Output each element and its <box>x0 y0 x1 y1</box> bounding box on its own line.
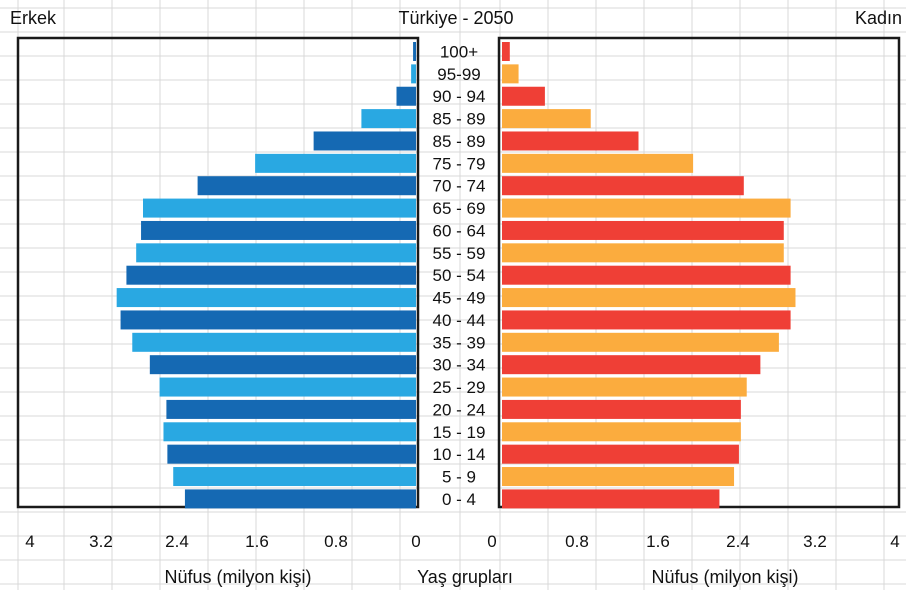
age-label: 70 - 74 <box>433 177 486 196</box>
x-axis-label-left: Nüfus (milyon kişi) <box>164 567 311 587</box>
bar-kadin <box>502 332 779 352</box>
x-tick-right: 3.2 <box>803 532 827 551</box>
x-tick-left: 3.2 <box>89 532 113 551</box>
bar-erkek <box>396 86 416 106</box>
age-label: 85 - 89 <box>433 110 486 129</box>
x-axis-label-right: Nüfus (milyon kişi) <box>651 567 798 587</box>
x-tick-labels: 4 3.2 2.4 1.6 0.8 0 0 0.8 1.6 2.4 3.2 4 <box>25 532 899 551</box>
bar-erkek <box>167 444 416 464</box>
bar-erkek <box>116 288 417 308</box>
bar-kadin <box>502 377 747 397</box>
bar-erkek <box>166 399 416 419</box>
bar-erkek <box>126 265 417 285</box>
bar-erkek <box>413 42 416 61</box>
bar-kadin <box>502 220 784 240</box>
x-tick-left: 1.6 <box>245 532 269 551</box>
bar-erkek <box>361 109 416 129</box>
chart-title: Türkiye - 2050 <box>398 8 513 28</box>
bar-kadin <box>502 265 791 285</box>
age-label: 30 - 34 <box>433 356 486 375</box>
x-tick-right: 0 <box>487 532 496 551</box>
age-label: 100+ <box>440 43 478 62</box>
bar-kadin <box>502 444 739 464</box>
age-label: 85 - 89 <box>433 132 486 151</box>
bar-erkek <box>197 176 416 196</box>
x-tick-right: 1.6 <box>646 532 670 551</box>
age-group-labels: 100+ 95-99 90 - 94 85 - 89 85 - 89 75 - 79 70 … <box>433 43 486 509</box>
age-label: 35 - 39 <box>433 333 486 352</box>
bar-erkek <box>143 198 416 218</box>
bar-erkek <box>132 332 416 352</box>
age-label: 40 - 44 <box>433 311 486 330</box>
bar-kadin <box>502 467 735 487</box>
bar-erkek <box>149 355 416 375</box>
bar-kadin <box>502 399 741 419</box>
bar-erkek <box>120 310 416 330</box>
bar-kadin <box>502 109 591 129</box>
bar-erkek <box>173 467 416 487</box>
bar-erkek <box>163 422 416 442</box>
x-tick-right: 0.8 <box>565 532 589 551</box>
age-label: 45 - 49 <box>433 289 486 308</box>
bar-erkek <box>159 377 416 397</box>
age-label: 75 - 79 <box>433 154 486 173</box>
center-axis-label: Yaş grupları <box>417 567 513 587</box>
bar-erkek <box>136 243 417 263</box>
age-label: 5 - 9 <box>442 468 476 487</box>
age-label: 65 - 69 <box>433 199 486 218</box>
bar-kadin <box>502 243 784 263</box>
age-label: 50 - 54 <box>433 266 486 285</box>
x-tick-right: 4 <box>890 532 899 551</box>
bar-erkek <box>255 153 416 173</box>
bar-erkek <box>184 489 416 509</box>
right-label-kadin: Kadın <box>855 8 902 28</box>
bar-kadin <box>502 86 545 106</box>
age-label: 55 - 59 <box>433 244 486 263</box>
left-label-erkek: Erkek <box>10 8 57 28</box>
bar-kadin <box>502 310 791 330</box>
x-tick-left: 0.8 <box>324 532 348 551</box>
age-label: 25 - 29 <box>433 378 486 397</box>
age-label: 15 - 19 <box>433 423 486 442</box>
bar-kadin <box>502 288 796 308</box>
bar-kadin <box>502 176 744 196</box>
bar-erkek <box>141 220 417 240</box>
bar-kadin <box>502 198 791 218</box>
bar-kadin <box>502 64 519 84</box>
age-label: 20 - 24 <box>433 400 486 419</box>
x-tick-right: 2.4 <box>726 532 750 551</box>
age-label: 60 - 64 <box>433 221 486 240</box>
bar-kadin <box>502 42 510 61</box>
age-label: 95-99 <box>437 65 480 84</box>
bar-kadin <box>502 153 694 173</box>
bar-erkek <box>411 64 416 84</box>
x-tick-left: 0 <box>411 532 420 551</box>
age-label: 0 - 4 <box>442 490 476 509</box>
bars <box>116 42 796 509</box>
x-tick-left: 2.4 <box>165 532 189 551</box>
bar-kadin <box>502 422 741 442</box>
bar-kadin <box>502 131 639 151</box>
age-label: 10 - 14 <box>433 445 486 464</box>
bar-kadin <box>502 489 720 509</box>
bar-kadin <box>502 355 761 375</box>
age-label: 90 - 94 <box>433 87 486 106</box>
x-tick-left: 4 <box>25 532 34 551</box>
bar-erkek <box>313 131 416 151</box>
